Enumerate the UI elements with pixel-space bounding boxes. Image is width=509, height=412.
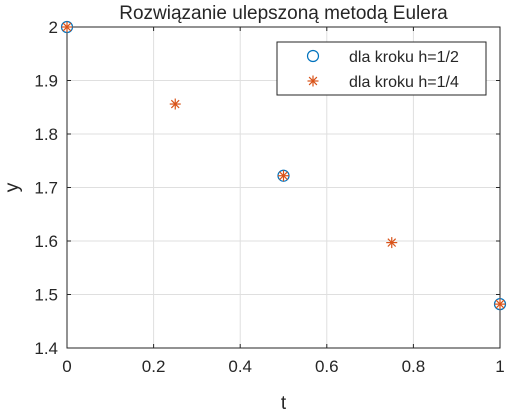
y-tick-label: 2 — [49, 18, 58, 37]
series-2 — [61, 21, 506, 310]
x-axis-label: t — [281, 393, 287, 412]
x-tick-label: 0 — [62, 357, 71, 376]
y-axis-label: y — [2, 182, 23, 192]
legend-label: dla kroku h=1/2 — [349, 49, 459, 66]
y-tick-label: 1.6 — [34, 232, 58, 251]
chart-title: Rozwiązanie ulepszoną metodą Eulera — [119, 3, 448, 24]
y-tick-label: 1.4 — [34, 339, 58, 358]
x-tick-label: 0.4 — [228, 357, 252, 376]
x-tick-label: 1 — [495, 357, 504, 376]
data-marks — [60, 20, 507, 311]
legend-circle-marker — [306, 49, 320, 63]
data-point — [386, 237, 398, 249]
data-point — [494, 298, 506, 310]
legend: dla kroku h=1/2 dla kroku h=1/4 — [276, 41, 487, 96]
data-point — [169, 98, 181, 110]
x-tick-label: 0.6 — [315, 357, 339, 376]
tick-labels: 0 0.2 0.4 0.6 0.8 1 1.4 1.5 1.6 1.7 1.8 1.9 2 — [34, 18, 504, 376]
data-point — [61, 21, 73, 33]
tick-marks — [66, 26, 501, 349]
grid — [66, 26, 501, 349]
legend-label: dla kroku h=1/4 — [349, 74, 459, 91]
legend-asterisk-marker — [307, 75, 319, 87]
legend-item: dla kroku h=1/4 — [307, 74, 459, 91]
legend-item: dla kroku h=1/2 — [306, 49, 459, 66]
data-point — [278, 170, 289, 182]
x-tick-label: 0.8 — [402, 357, 426, 376]
y-tick-label: 1.9 — [34, 72, 58, 91]
x-tick-label: 0.2 — [142, 357, 166, 376]
y-tick-label: 1.5 — [34, 286, 58, 305]
y-tick-label: 1.7 — [34, 179, 58, 198]
y-tick-label: 1.8 — [34, 125, 58, 144]
